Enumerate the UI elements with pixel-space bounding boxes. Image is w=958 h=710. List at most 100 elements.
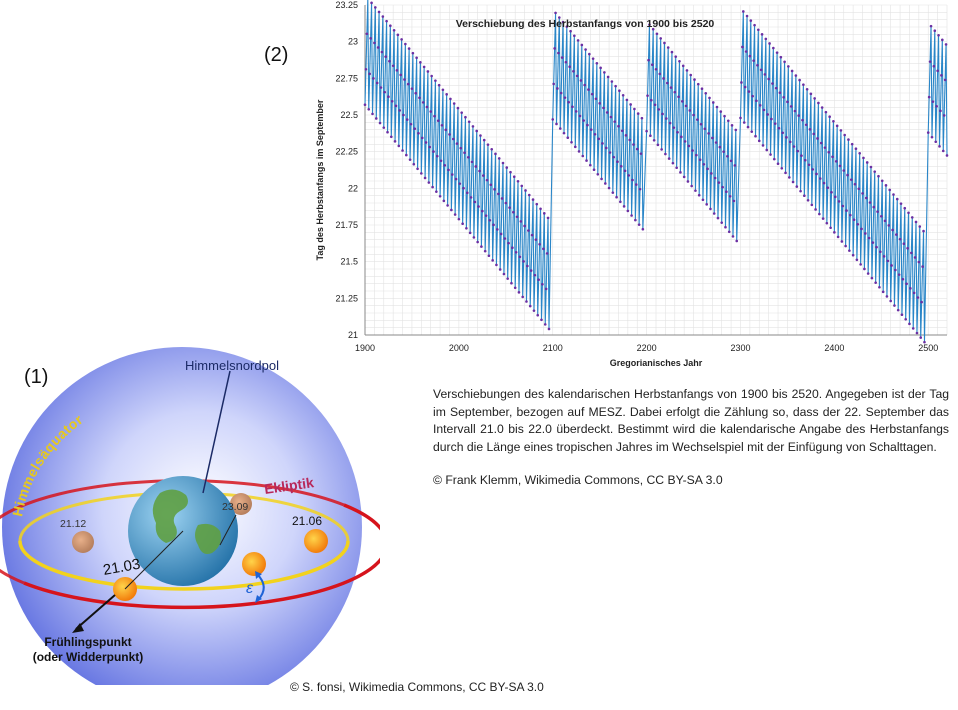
data-point <box>416 167 419 171</box>
data-point <box>839 129 843 132</box>
data-point <box>938 145 941 148</box>
data-point <box>618 89 621 93</box>
data-point <box>775 51 779 54</box>
vernal-line <box>124 530 184 590</box>
data-point <box>799 189 802 193</box>
data-point <box>931 100 935 103</box>
data-point <box>834 160 838 163</box>
data-point <box>542 212 546 215</box>
data-point <box>769 153 772 156</box>
data-point <box>822 181 826 185</box>
data-point <box>888 188 892 192</box>
data-point <box>879 250 882 254</box>
data-point <box>496 192 500 196</box>
data-point <box>573 145 577 149</box>
data-point <box>624 134 628 137</box>
data-point <box>849 178 853 181</box>
data-point <box>882 255 886 258</box>
data-point <box>615 195 618 199</box>
data-point <box>891 228 894 232</box>
data-point <box>770 117 773 121</box>
chart-copyright: © Frank Klemm, Wikimedia Commons, CC BY-… <box>433 473 723 487</box>
data-point <box>921 265 924 268</box>
data-point <box>573 34 576 38</box>
data-point <box>784 171 787 175</box>
data-point <box>522 260 525 263</box>
data-point <box>516 179 520 183</box>
data-point <box>873 170 877 173</box>
data-point <box>403 78 406 81</box>
data-point <box>379 86 383 89</box>
data-point <box>365 32 369 36</box>
data-point <box>745 14 749 18</box>
data-point <box>424 141 428 144</box>
data-point <box>933 29 937 32</box>
data-point <box>662 77 665 80</box>
data-point <box>658 72 662 76</box>
data-point <box>832 119 835 123</box>
data-point <box>639 152 643 155</box>
data-point <box>910 216 914 219</box>
data-point <box>808 128 812 131</box>
data-point <box>476 240 479 244</box>
data-point <box>527 193 531 197</box>
data-point <box>761 144 765 147</box>
data-point <box>619 200 622 204</box>
data-point <box>816 137 819 140</box>
data-point <box>894 268 897 272</box>
data-point <box>889 299 892 303</box>
data-point <box>911 327 915 330</box>
data-point <box>913 256 917 259</box>
data-point <box>766 113 770 116</box>
data-point <box>543 323 547 326</box>
data-point <box>656 143 660 147</box>
data-point <box>772 46 775 50</box>
diagram-label: (1) <box>24 366 49 388</box>
data-point <box>692 113 695 117</box>
data-point <box>677 95 680 99</box>
data-point <box>669 86 673 89</box>
data-point <box>915 331 919 335</box>
data-point <box>794 74 798 77</box>
data-point <box>567 100 570 104</box>
data-point <box>705 203 708 206</box>
data-point <box>435 154 439 158</box>
data-point <box>499 232 503 236</box>
data-point <box>707 132 710 135</box>
data-point <box>426 70 430 73</box>
data-point <box>586 123 589 127</box>
data-point <box>828 115 831 119</box>
data-point <box>488 218 492 222</box>
data-point <box>753 23 756 27</box>
celestial-sphere-diagram: Himmelsnordpol Himmelsäquator Ekliptik 2… <box>0 347 380 685</box>
data-point <box>835 124 839 128</box>
data-point <box>433 114 436 118</box>
data-point <box>584 48 587 51</box>
data-point <box>446 204 449 207</box>
data-point <box>652 138 656 142</box>
data-point <box>880 179 884 183</box>
sun-front-right <box>242 552 266 576</box>
data-point <box>786 100 789 104</box>
data-point <box>811 168 815 171</box>
data-point <box>387 95 390 98</box>
data-point <box>396 33 400 37</box>
data-point <box>410 87 414 90</box>
data-point <box>917 260 921 264</box>
data-point <box>778 91 782 95</box>
vernal-point-label: Frühlingspunkt <box>44 635 131 649</box>
data-point <box>803 194 806 198</box>
data-point <box>388 59 391 63</box>
data-point <box>782 95 785 99</box>
data-point <box>758 104 762 107</box>
date-december-label: 21.12 <box>60 518 86 530</box>
data-point <box>490 147 494 151</box>
data-point <box>666 46 670 49</box>
data-point <box>389 24 392 28</box>
x-tick-label: 2200 <box>637 343 657 353</box>
data-point <box>582 119 586 122</box>
data-point <box>709 207 712 211</box>
data-point <box>779 55 783 59</box>
data-point <box>432 150 435 153</box>
y-tick-label: 21.5 <box>340 257 358 267</box>
